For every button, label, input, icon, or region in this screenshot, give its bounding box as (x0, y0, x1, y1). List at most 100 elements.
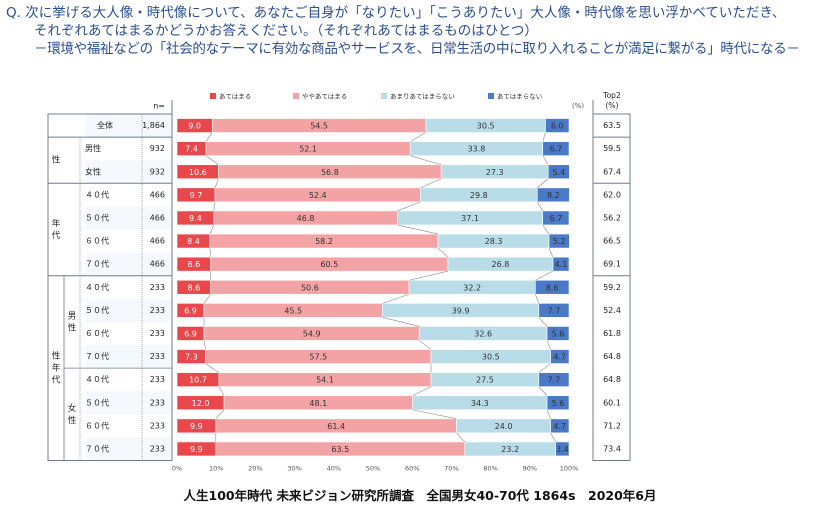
question-line-2: それぞれあてはまるかどうかお答えください。（それぞれあてはまるものはひとつ） (34, 23, 538, 39)
top2-table-frame (592, 113, 631, 461)
connector-line (546, 409, 551, 419)
top2-value: 63.5 (603, 121, 621, 130)
n-value: 932 (150, 144, 165, 153)
data-label: 26.8 (491, 260, 509, 269)
top2-value: 67.4 (603, 167, 621, 176)
connector-line (213, 201, 216, 211)
data-label: 37.1 (461, 214, 479, 223)
bar-segment (552, 256, 570, 272)
top2-value: 66.5 (603, 237, 621, 246)
data-label: 30.5 (482, 353, 500, 362)
legend-label: あてはまる (219, 93, 251, 101)
connector-line (382, 317, 420, 327)
data-label: 9.9 (190, 422, 203, 431)
top2-header-unit: (%) (606, 101, 619, 110)
connector-line (215, 409, 225, 420)
data-label: 50.6 (301, 283, 319, 292)
question-line-1: Q. 次に挙げる大人像・時代像について、あなたご自身が「なりたい」「こうありたい… (6, 5, 786, 21)
legend-label: あてはまらない (497, 93, 542, 101)
data-label: 8.2 (547, 191, 560, 200)
top2-value: 56.2 (603, 213, 621, 222)
x-tick-label: 40% (327, 465, 341, 473)
category-label: 全体 (97, 120, 113, 130)
n-header: n= (153, 102, 165, 111)
connector-line (546, 340, 551, 350)
subgroup-label-male: 男 (68, 311, 77, 321)
bar-segment (545, 118, 570, 133)
category-label: ６０代 (85, 328, 109, 338)
connector-line (205, 132, 213, 142)
connector-line (420, 178, 442, 189)
connector-line (542, 155, 549, 165)
category-label: ５０代 (85, 397, 109, 407)
data-label: 4.7 (553, 353, 566, 362)
connector-line (214, 178, 219, 188)
category-label: ４０代 (85, 189, 109, 199)
connector-line (408, 270, 448, 281)
category-label: ４０代 (85, 282, 109, 292)
data-label: 39.9 (452, 306, 470, 315)
row-band (86, 391, 172, 415)
n-value: 233 (150, 421, 165, 430)
connector-line (205, 363, 220, 373)
legend-label: ややあてはまる (302, 93, 347, 101)
data-label: 58.2 (315, 237, 333, 246)
row-band (86, 206, 172, 230)
bar-segment (542, 141, 570, 156)
n-value: 233 (150, 352, 165, 361)
data-label: 7.7 (548, 306, 561, 315)
data-label: 7.3 (185, 353, 198, 362)
x-tick-label: 60% (405, 465, 419, 473)
group-label-age: 年 (52, 218, 61, 229)
n-value: 466 (150, 213, 165, 222)
connector-line (419, 340, 432, 350)
n-value: 932 (150, 167, 165, 176)
connector-line (397, 201, 421, 212)
subgroup-label-female: 女 (68, 403, 77, 414)
connector-line (382, 293, 410, 304)
connector-line (203, 294, 211, 304)
data-label: 12.0 (192, 399, 210, 408)
row-band (86, 437, 172, 461)
connector-line (410, 132, 427, 142)
subgroup-label-male: 性 (68, 322, 77, 333)
connector-line (535, 294, 540, 304)
n-value: 233 (150, 329, 165, 338)
top2-value: 64.8 (603, 375, 621, 384)
connector-line (550, 432, 556, 443)
connector-line (209, 248, 212, 258)
data-label: 9.4 (189, 214, 202, 223)
data-label: 5.2 (553, 237, 566, 246)
connector-line (538, 386, 548, 396)
bar-segment (538, 372, 570, 387)
data-label: 57.5 (309, 353, 327, 362)
data-label: 5.6 (552, 399, 565, 408)
legend-swatch (210, 93, 216, 99)
label-table-frame (47, 113, 173, 461)
data-label: 52.4 (309, 191, 327, 200)
data-label: 30.5 (477, 122, 495, 131)
x-tick-label: 90% (523, 465, 537, 473)
bar-segment (546, 395, 570, 411)
bar-segment (550, 418, 570, 434)
data-label: 45.5 (284, 306, 302, 315)
row-band (86, 160, 172, 184)
data-label: 6.9 (184, 329, 197, 338)
data-label: 24.0 (495, 422, 513, 431)
connector-line (536, 201, 543, 212)
data-label: 4.1 (555, 260, 568, 269)
connector-line (542, 224, 550, 235)
connector-line (218, 386, 225, 396)
connector-line (205, 155, 219, 165)
question-text: Q. 次に挙げる大人像・時代像について、あなたご自身が「なりたい」「こうありたい… (6, 4, 836, 58)
connector-line (412, 409, 457, 420)
category-label: ５０代 (85, 212, 109, 222)
data-label: 54.9 (303, 329, 321, 338)
data-label: 33.8 (468, 145, 486, 154)
data-label: 6.9 (184, 306, 197, 315)
data-label: 32.2 (463, 283, 481, 292)
connector-line (397, 224, 439, 235)
category-label: ７０代 (85, 259, 109, 269)
data-label: 8.4 (187, 237, 200, 246)
data-label: 8.6 (187, 283, 200, 292)
